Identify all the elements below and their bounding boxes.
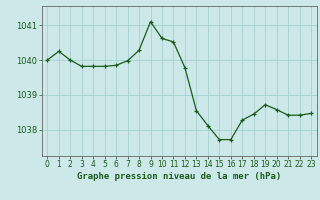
X-axis label: Graphe pression niveau de la mer (hPa): Graphe pression niveau de la mer (hPa): [77, 172, 281, 181]
